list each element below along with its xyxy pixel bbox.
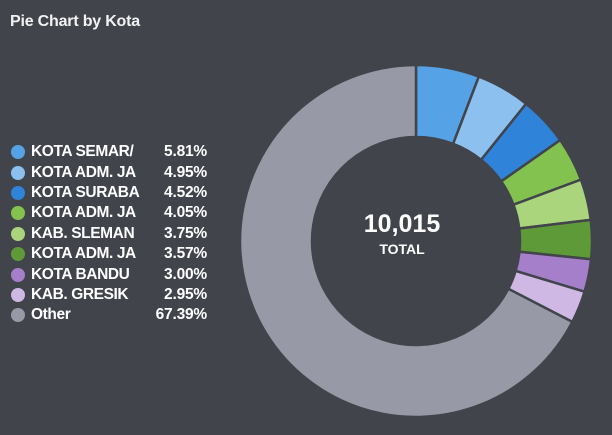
legend-percent: 4.05% bbox=[164, 204, 207, 222]
legend-swatch bbox=[11, 165, 25, 180]
legend-swatch bbox=[11, 206, 25, 221]
total-value: 10,015 bbox=[364, 210, 441, 238]
legend-label: KOTA SURABA bbox=[31, 183, 140, 201]
legend-percent: 4.52% bbox=[164, 183, 207, 201]
chart-title: Pie Chart by Kota bbox=[10, 13, 140, 30]
total-label: TOTAL bbox=[379, 241, 425, 257]
legend-swatch bbox=[11, 145, 25, 160]
legend-percent: 67.39% bbox=[155, 306, 208, 324]
legend-item[interactable]: KOTA ADM. JA 4.95% bbox=[11, 162, 216, 182]
legend-item[interactable]: Other 67.39% bbox=[11, 305, 216, 325]
legend-label: KOTA ADM. JA bbox=[31, 245, 136, 263]
legend-percent: 3.75% bbox=[164, 224, 207, 242]
legend-percent: 3.00% bbox=[164, 265, 207, 283]
legend-label: KOTA SEMAR/ bbox=[31, 143, 134, 161]
legend-percent: 5.81% bbox=[164, 143, 207, 161]
legend-swatch bbox=[11, 226, 25, 241]
legend-item[interactable]: KOTA ADM. JA 4.05% bbox=[11, 203, 216, 223]
legend-label: Other bbox=[31, 306, 71, 324]
legend-percent: 4.95% bbox=[164, 163, 207, 181]
legend-swatch bbox=[11, 267, 25, 282]
chart-legend: KOTA SEMAR/5.81% KOTA ADM. JA 4.95% KOTA SU… bbox=[11, 142, 216, 326]
legend-item[interactable]: KOTA ADM. JA 3.57% bbox=[11, 244, 216, 264]
legend-item[interactable]: KOTA SURABA 4.52% bbox=[11, 183, 216, 203]
legend-item[interactable]: KOTA BANDU 3.00% bbox=[11, 264, 216, 284]
pie-slice[interactable] bbox=[238, 63, 574, 419]
legend-label: KOTA BANDU bbox=[31, 265, 130, 283]
legend-percent: 2.95% bbox=[164, 285, 207, 303]
legend-label: KOTA ADM. JA bbox=[31, 163, 136, 181]
legend-item[interactable]: KAB. SLEMAN 3.75% bbox=[11, 224, 216, 244]
legend-label: KOTA ADM. JA bbox=[31, 204, 136, 222]
legend-label: KAB. GRESIK bbox=[31, 285, 129, 303]
legend-swatch bbox=[11, 185, 25, 200]
legend-percent: 3.57% bbox=[164, 245, 207, 263]
legend-swatch bbox=[11, 308, 25, 323]
legend-item[interactable]: KOTA SEMAR/5.81% bbox=[11, 142, 216, 162]
legend-swatch bbox=[11, 247, 25, 262]
legend-label: KAB. SLEMAN bbox=[31, 224, 135, 242]
legend-swatch bbox=[11, 287, 25, 302]
legend-item[interactable]: KAB. GRESIK 2.95% bbox=[11, 285, 216, 305]
